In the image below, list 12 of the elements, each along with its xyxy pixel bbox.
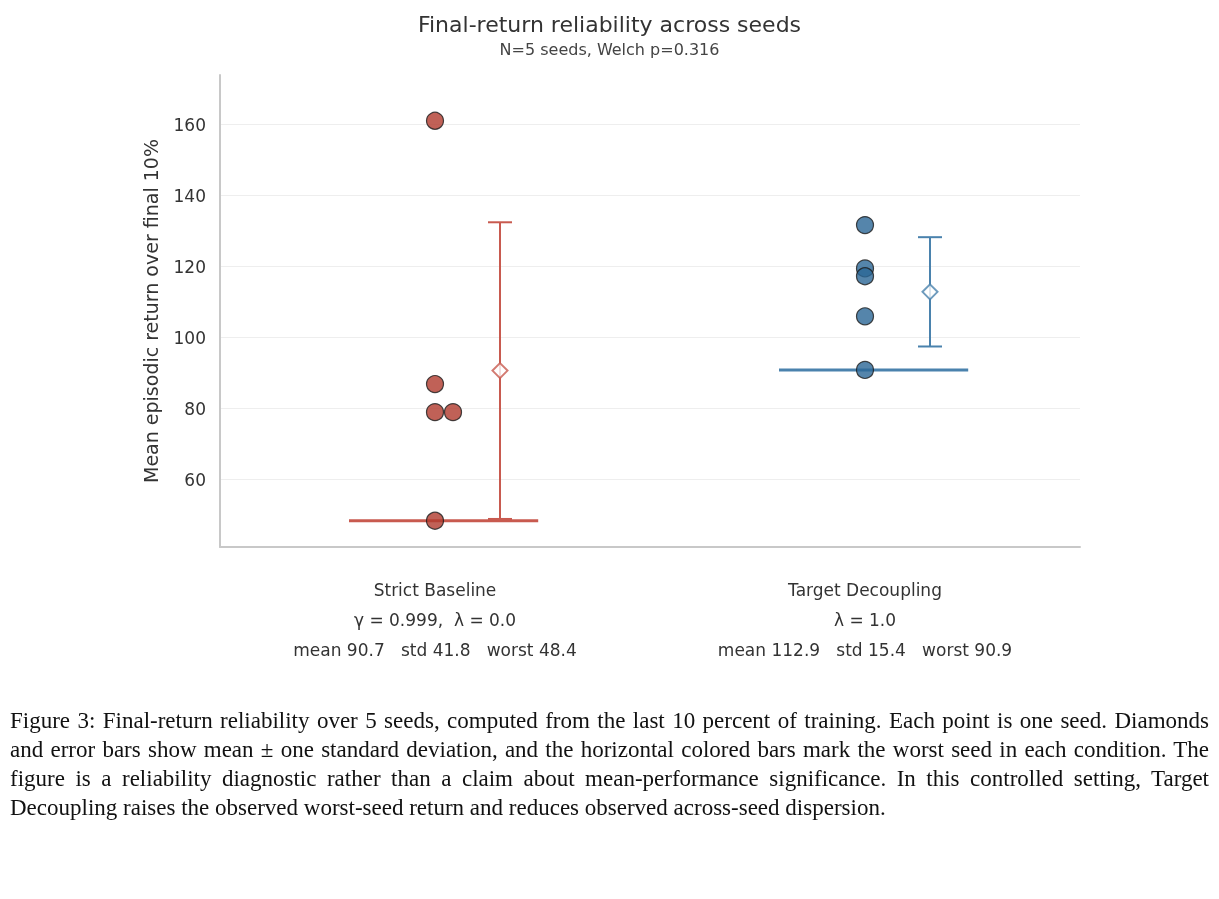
y-tick-label: 160 <box>173 114 206 135</box>
y-tick-label: 60 <box>184 469 206 490</box>
x-tick-label: Target Decoupling λ = 1.0 mean 112.9 std 15.4 worst 90.9 <box>717 580 1013 660</box>
y-tick-label: 140 <box>173 185 206 206</box>
chart-title: Final-return reliability across seeds <box>417 11 802 37</box>
chart-subtitle: N=5 seeds, Welch p=0.316 <box>499 39 720 59</box>
y-axis-title: Mean episodic return over final 10% <box>139 139 162 483</box>
caption: Figure 3: Final-return reliability over 5 seeds, computed from the last 10 percent of training. Each point is one seed. Diamonds and error bars show mean ± one standard deviation, and the horizontal colored bars mark the worst seed in each condition. The figure is a reliability diagnostic rather than a claim about mean-performance significance. In this controlled setting, Target Decoupling raises the observed worst-seed return and reduces observed across-seed dispersion. <box>9 707 1210 822</box>
y-tick-label: 120 <box>173 256 206 277</box>
y-tick-label: 100 <box>173 327 206 348</box>
y-tick-label: 80 <box>184 398 206 419</box>
x-tick-label: Strict Baseline γ = 0.999, λ = 0.0 mean 90.7 std 41.8 worst 48.4 <box>293 580 577 660</box>
